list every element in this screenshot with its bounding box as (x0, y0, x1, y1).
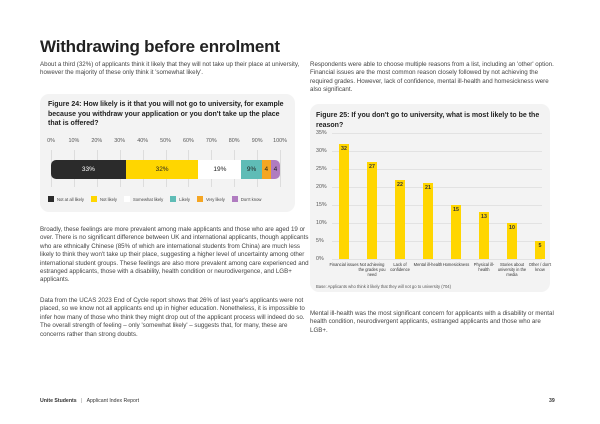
legend-swatch (48, 196, 54, 202)
figure-25-bar-label: 21 (425, 185, 431, 192)
figure-25-bar (367, 161, 377, 259)
mental-health-paragraph: Mental ill-health was the most significa… (310, 310, 554, 334)
figure-25-y-tick: 25% (316, 166, 327, 172)
figure-24-x-tick: 60% (182, 138, 194, 144)
figure-25-y-tick: 30% (316, 148, 327, 154)
figure-24-x-tick: 70% (205, 138, 217, 144)
figure-24-segment-likely: 9% (241, 160, 262, 179)
figure-24-x-axis: 0% 10% 20% 30% 40% 50% 60% 70% 80% 90% 100% (47, 138, 300, 148)
legend-label: Don't know (240, 196, 262, 202)
figure-24-x-tick: 40% (137, 138, 148, 144)
figure-25-bar (535, 241, 545, 259)
figure-24-x-tick: 80% (228, 138, 240, 144)
figure-24-legend-item: Very likely (196, 196, 225, 202)
figure-24-segment-very-likely: 4 (261, 160, 271, 179)
legend-label: Not likely (100, 196, 117, 202)
figure-25-y-tick: 15% (316, 202, 327, 208)
figure-25-y-tick: 5% (316, 238, 324, 244)
figure-24-card (40, 94, 295, 212)
figure-25-gridline (332, 205, 542, 206)
figure-24-legend-item: Not at all likely (48, 196, 84, 202)
legend-swatch (91, 196, 97, 202)
figure-24-stacked-bar: 33% 32% 19% 9% 4 4 (51, 160, 280, 179)
figure-24-legend-item: Don't know (231, 196, 262, 202)
figure-25-title: Figure 25: If you don't go to university… (316, 112, 540, 129)
footer-separator: | (81, 398, 83, 404)
figure-24-legend-item: Somewhat likely (124, 196, 163, 202)
figure-24-gridline (280, 150, 281, 187)
figure-24-x-tick: 10% (68, 138, 80, 144)
legend-label: Very likely (205, 196, 225, 202)
figure-24-title: Figure 24: How likely is it that you wil… (48, 101, 284, 127)
figure-25-bar-label: 5 (538, 243, 542, 249)
figure-24-legend: Not at all likely Not likely Somewhat like… (48, 196, 261, 202)
figure-24-segment-don-t-know: 4 (270, 160, 280, 179)
figure-24-x-tick: 100% (273, 138, 287, 144)
figure-25-gridline (332, 187, 542, 188)
figure-24-x-tick: 30% (114, 138, 126, 144)
intro-left-paragraph: About a third (32%) of applicants think … (40, 61, 300, 77)
figure-24-legend-item: Not likely (91, 196, 117, 202)
figure-25-bar-label: 32 (341, 145, 347, 152)
figure-25-x-category: Other / don't know (528, 262, 552, 272)
figure-24-x-tick: 90% (251, 138, 263, 144)
figure-25-bar (507, 223, 517, 259)
intro-right-paragraph: Respondents were able to choose multiple… (310, 61, 554, 94)
figure-25-bar (451, 205, 461, 259)
figure-25-bar (423, 183, 433, 259)
figure-25-gridline (332, 151, 542, 152)
footer-brand: Unite Students (40, 398, 77, 404)
figure-25-bar-label: 10 (509, 225, 515, 231)
figure-25-y-tick: 10% (316, 220, 327, 226)
figure-25-y-tick: 35% (316, 130, 327, 136)
figure-25-y-tick: 20% (316, 184, 327, 190)
figure-25-x-category: Homesickness (442, 262, 470, 267)
legend-swatch (196, 196, 203, 202)
ucas-paragraph: Data from the UCAS 2023 End of Cycle rep… (40, 297, 305, 338)
figure-25-x-category: Physical ill-health (473, 262, 495, 272)
figure-24-x-tick: 0% (47, 138, 55, 144)
figure-24-x-tick: 20% (91, 138, 103, 144)
figure-25-bar-label: 22 (397, 181, 403, 188)
figure-25-x-category: Mental ill-health (413, 262, 443, 267)
figure-24-legend-item: Likely (170, 196, 190, 202)
legend-label: Somewhat likely (133, 196, 164, 202)
figure-25-bar (339, 143, 349, 259)
figure-25-gridline (332, 241, 542, 242)
legend-swatch (170, 196, 177, 202)
figure-25-gridline (332, 223, 542, 224)
figure-25-bar-label: 15 (453, 207, 459, 213)
figure-25-bar (479, 212, 489, 259)
figure-24-x-tick: 50% (160, 138, 171, 144)
figure-24-segment-somewhat-likely: 19% (198, 160, 242, 179)
figure-24-segment-not-at-all-likely: 33% (51, 160, 126, 179)
figure-25-bar-label: 13 (481, 214, 487, 221)
figure-25-bar (395, 179, 405, 259)
figure-25-x-category: Financial issues (329, 262, 359, 267)
figure-25-x-category: Stories about university in the media (497, 262, 527, 277)
footer-report-name: Applicant Index Report (86, 398, 140, 404)
figure-25-x-category: Lack of confidence (390, 262, 410, 272)
legend-label: Likely (179, 196, 190, 202)
page-number: 39 (549, 398, 555, 404)
figure-25-x-category: Not achieving the grades you need (358, 262, 386, 277)
figure-24-segment-not-likely: 32% (125, 160, 199, 179)
figure-25-y-tick: 0% (316, 256, 324, 262)
legend-label: Not at all likely (57, 196, 84, 202)
page-title: Withdrawing before enrolment (40, 37, 280, 56)
broadly-paragraph: Broadly, these feelings are more prevale… (40, 226, 309, 284)
figure-25-gridline (332, 169, 542, 170)
legend-swatch (124, 196, 130, 202)
figure-25-gridline (332, 259, 542, 260)
figure-25-gridline (332, 133, 542, 134)
figure-25-bar-label: 27 (369, 163, 375, 170)
figure-25-base-note: Base: Applicants who think it likely tha… (316, 284, 451, 289)
legend-swatch (231, 196, 238, 202)
footer: Unite Students | Applicant Index Report (40, 398, 139, 404)
